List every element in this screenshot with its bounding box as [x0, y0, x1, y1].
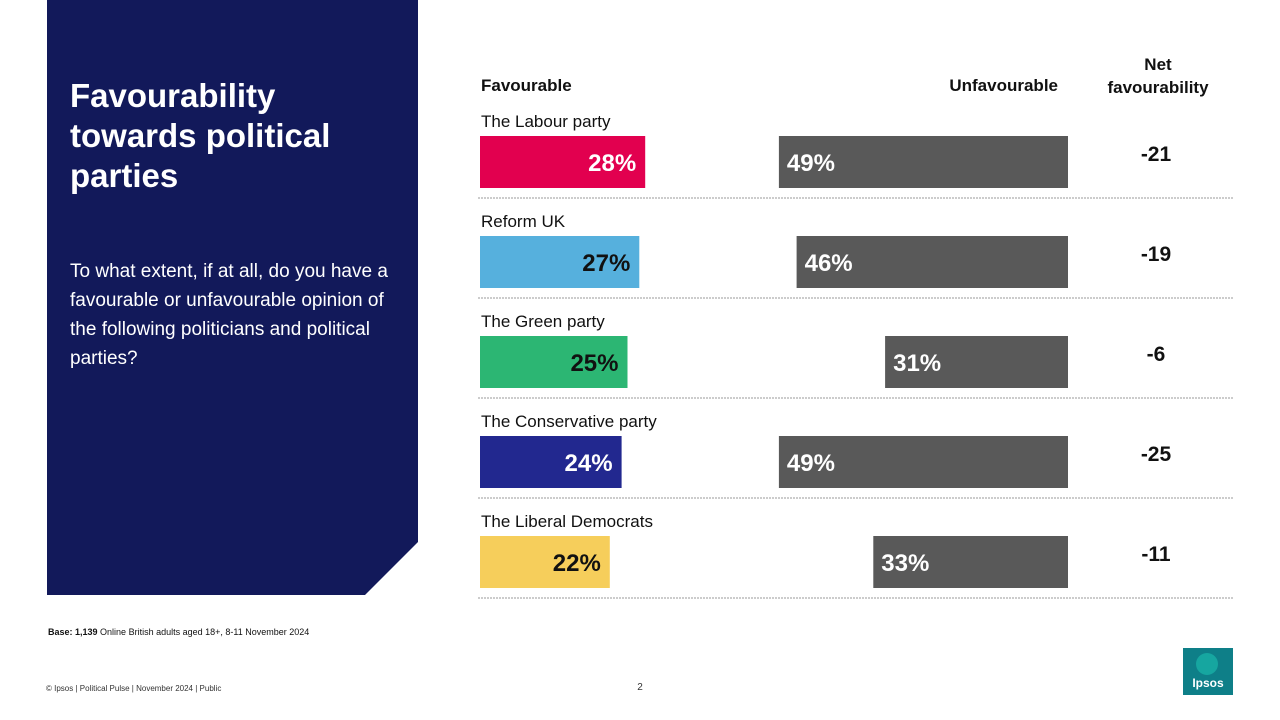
unfavourable-bar [873, 536, 1068, 588]
net-header-line1: Net [1144, 55, 1172, 74]
unfavourable-bar [778, 436, 1068, 488]
unfavourable-bar [796, 236, 1068, 288]
unfavourable-value-label: 49% [787, 450, 835, 477]
base-label: Base: 1,139 [48, 627, 98, 637]
favourable-bar [480, 236, 640, 288]
unfavourable-bar [885, 336, 1068, 388]
unfavourable-value-label: 49% [787, 150, 835, 177]
net-favourability-header: Net favourability [1090, 53, 1226, 99]
ipsos-logo: Ipsos [1183, 648, 1233, 695]
unfavourable-bar [778, 136, 1068, 188]
unfavourable-value-label: 31% [893, 350, 941, 377]
favourable-value-label: 28% [588, 150, 636, 177]
logo-mark-icon [1196, 653, 1218, 675]
net-favourability-value: -25 [1141, 443, 1172, 466]
net-favourability-value: -11 [1141, 543, 1171, 566]
favourable-bar [480, 336, 628, 388]
base-note: Base: 1,139 Online British adults aged 1… [48, 627, 309, 637]
favourable-header: Favourable [481, 76, 572, 95]
page-title: Favourability towards political parties [70, 77, 331, 194]
net-favourability-value: -21 [1141, 143, 1172, 166]
title-panel [47, 0, 418, 595]
unfavourable-value-label: 46% [805, 250, 853, 277]
category-label: The Green party [481, 312, 605, 331]
net-favourability-value: -19 [1141, 243, 1171, 266]
favourable-bar [480, 536, 610, 588]
category-label: The Liberal Democrats [481, 512, 653, 531]
category-label: The Conservative party [481, 412, 657, 431]
survey-question: To what extent, if at all, do you have a… [70, 261, 388, 369]
unfavourable-header: Unfavourable [949, 76, 1058, 95]
favourable-value-label: 22% [553, 550, 601, 577]
category-label: The Labour party [481, 112, 611, 131]
favourable-value-label: 25% [570, 350, 618, 377]
unfavourable-value-label: 33% [881, 550, 929, 577]
favourable-value-label: 24% [565, 450, 613, 477]
favourable-bar [480, 436, 622, 488]
net-favourability-value: -6 [1147, 343, 1166, 366]
net-header-line2: favourability [1107, 78, 1209, 97]
base-text: Online British adults aged 18+, 8-11 Nov… [97, 627, 310, 637]
favourable-bar [480, 136, 646, 188]
copyright-footer: © Ipsos | Political Pulse | November 202… [46, 684, 222, 693]
logo-text: Ipsos [1192, 676, 1224, 690]
page-number: 2 [637, 682, 643, 693]
favourable-value-label: 27% [582, 250, 630, 277]
category-label: Reform UK [481, 212, 566, 231]
